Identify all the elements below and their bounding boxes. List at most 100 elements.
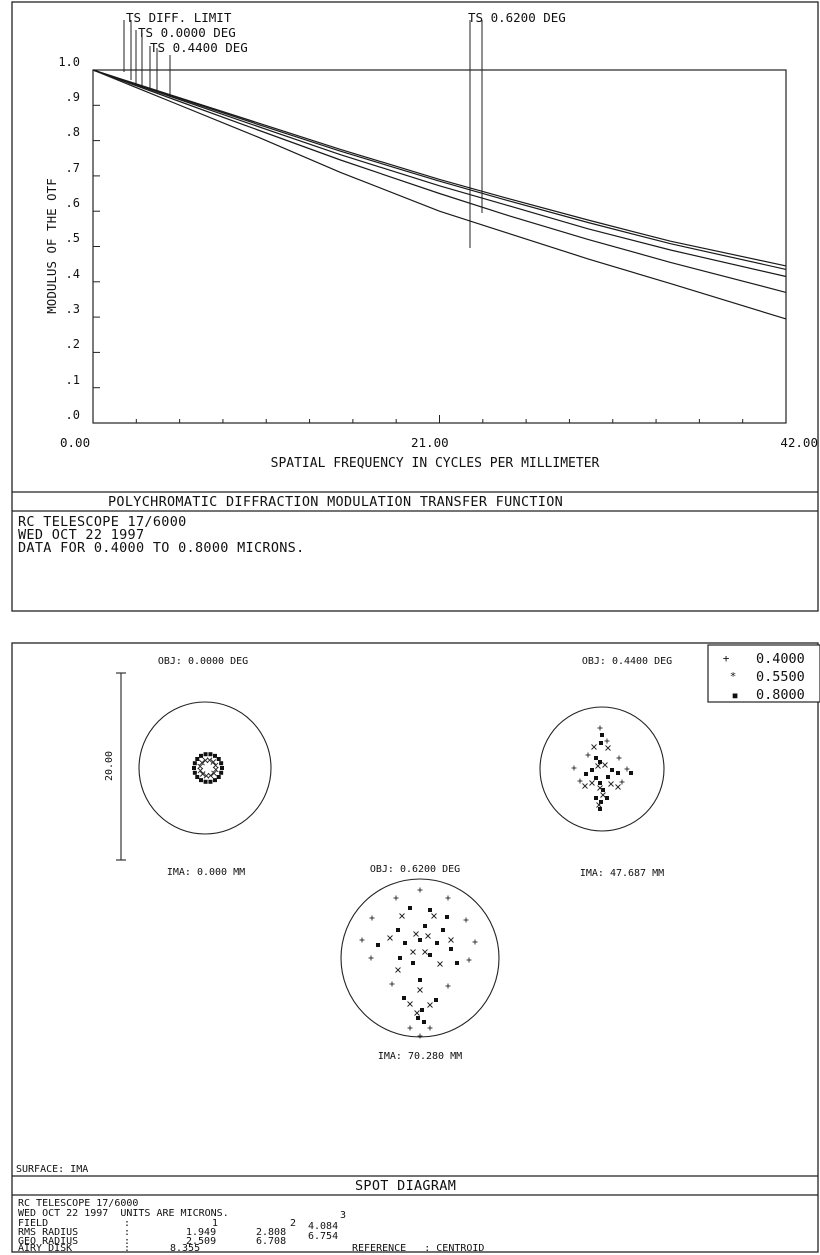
spot-point xyxy=(408,1026,413,1031)
surface-label: SURFACE: IMA xyxy=(16,1164,88,1175)
spot-point xyxy=(438,962,443,967)
legend-value: 0.5500 xyxy=(756,669,805,685)
x-tick-label: 21.00 xyxy=(411,435,449,450)
legend-symbol: * xyxy=(730,670,737,683)
label-field-0: TS 0.0000 DEG xyxy=(138,25,236,40)
x-tick-labels: 0.00 21.00 42.00 xyxy=(60,435,818,450)
spot-point xyxy=(598,781,602,785)
y-axis-label: MODULUS OF THE OTF xyxy=(44,178,59,313)
spot-circle-field-1 xyxy=(139,702,271,834)
spot-point xyxy=(428,1003,433,1008)
spot-point xyxy=(596,764,601,769)
spot-point xyxy=(400,914,405,919)
spot-point xyxy=(617,756,622,761)
mtf-curve-3 xyxy=(93,70,786,277)
spot-point xyxy=(396,928,400,932)
spot-point xyxy=(208,752,212,756)
airy-disk-value: 8.355 xyxy=(170,1243,200,1254)
spot-point xyxy=(192,766,196,770)
spot-point xyxy=(408,906,412,910)
spot-point xyxy=(449,938,454,943)
spot-point xyxy=(219,771,223,775)
y-tick-labels: 1.0 .9 .8 .7 .6 .5 .4 .3 .2 .1 .0 xyxy=(58,55,80,422)
spot-point xyxy=(415,1011,420,1016)
spot-point xyxy=(441,928,445,932)
spot-point xyxy=(403,941,407,945)
spot-circle-field-3 xyxy=(341,879,499,1037)
spot-point xyxy=(204,752,208,756)
spot-point xyxy=(592,745,597,750)
x-axis-label: SPATIAL FREQUENCY IN CYCLES PER MILLIMET… xyxy=(271,456,600,471)
spot-point xyxy=(594,776,598,780)
spot-point xyxy=(388,936,393,941)
y-tick-label: .5 xyxy=(66,231,80,245)
spot-point xyxy=(394,896,399,901)
spot-point xyxy=(620,780,625,785)
spot-point xyxy=(208,780,212,784)
spot-point xyxy=(411,961,415,965)
spot-point xyxy=(464,918,469,923)
spot-point xyxy=(418,888,423,893)
spot-point xyxy=(473,940,478,945)
spot-frame xyxy=(12,643,818,1252)
field-2-obj: OBJ: 0.4400 DEG xyxy=(582,656,672,667)
spot-point xyxy=(402,996,406,1000)
spot-point xyxy=(600,733,604,737)
spot-point xyxy=(416,1016,420,1020)
spot-point xyxy=(467,958,472,963)
spot-point xyxy=(420,1008,424,1012)
spot-point xyxy=(422,1020,426,1024)
spot-point xyxy=(219,761,223,765)
spot-point xyxy=(609,782,614,787)
spot-point xyxy=(583,784,588,789)
field-1-ima: IMA: 0.000 MM xyxy=(167,867,245,878)
spot-point xyxy=(414,932,419,937)
spot-point xyxy=(605,796,609,800)
field-3-ima: IMA: 70.280 MM xyxy=(378,1051,462,1062)
spot-point xyxy=(446,896,451,901)
label-field-2: TS 0.6200 DEG xyxy=(468,10,566,25)
field-2-ima: IMA: 47.687 MM xyxy=(580,868,664,879)
field-3-obj: OBJ: 0.6200 DEG xyxy=(370,864,460,875)
spot-points xyxy=(192,726,633,1039)
legend-symbol: ■ xyxy=(733,691,738,700)
spot-point xyxy=(418,988,423,993)
spot-point xyxy=(217,775,221,779)
field-number: 2 xyxy=(290,1218,296,1229)
spot-point xyxy=(629,771,633,775)
x-tick-label: 42.00 xyxy=(780,435,818,450)
spot-point xyxy=(599,741,603,745)
field-number: 3 xyxy=(340,1210,346,1221)
y-tick-label: .1 xyxy=(66,373,80,387)
spot-point xyxy=(220,766,224,770)
spot-point xyxy=(398,956,402,960)
spot-point xyxy=(435,941,439,945)
spot-point xyxy=(411,950,416,955)
spot-point xyxy=(428,1026,433,1031)
y-tick-label: .2 xyxy=(66,337,80,351)
spot-panel: + 0.4000 * 0.5500 ■ 0.8000 20.00 OBJ: 0.… xyxy=(0,640,820,1255)
spot-point xyxy=(606,775,610,779)
spot-point xyxy=(376,943,380,947)
spot-title: SPOT DIAGRAM xyxy=(355,1178,456,1194)
spot-point xyxy=(590,768,594,772)
spot-point xyxy=(213,754,217,758)
spot-point xyxy=(445,915,449,919)
spot-point xyxy=(418,938,422,942)
scale-bar-label: 20.00 xyxy=(104,751,115,781)
scale-bar xyxy=(116,673,126,860)
mtf-info-line: DATA FOR 0.4000 TO 0.8000 MICRONS. xyxy=(18,540,305,556)
spot-point xyxy=(195,775,199,779)
legend-value: 0.4000 xyxy=(756,651,805,667)
spot-point xyxy=(446,984,451,989)
y-tick-label: .0 xyxy=(66,408,80,422)
spot-point xyxy=(594,796,598,800)
field-1-obj: OBJ: 0.0000 DEG xyxy=(158,656,248,667)
spot-point xyxy=(449,947,453,951)
label-diff-limit: TS DIFF. LIMIT xyxy=(126,10,232,25)
spot-point xyxy=(199,778,203,782)
y-tick-label: .6 xyxy=(66,196,80,210)
airy-disk-label: AIRY DISK xyxy=(18,1243,72,1254)
spot-point xyxy=(578,779,583,784)
spot-circle-field-2 xyxy=(540,707,664,831)
